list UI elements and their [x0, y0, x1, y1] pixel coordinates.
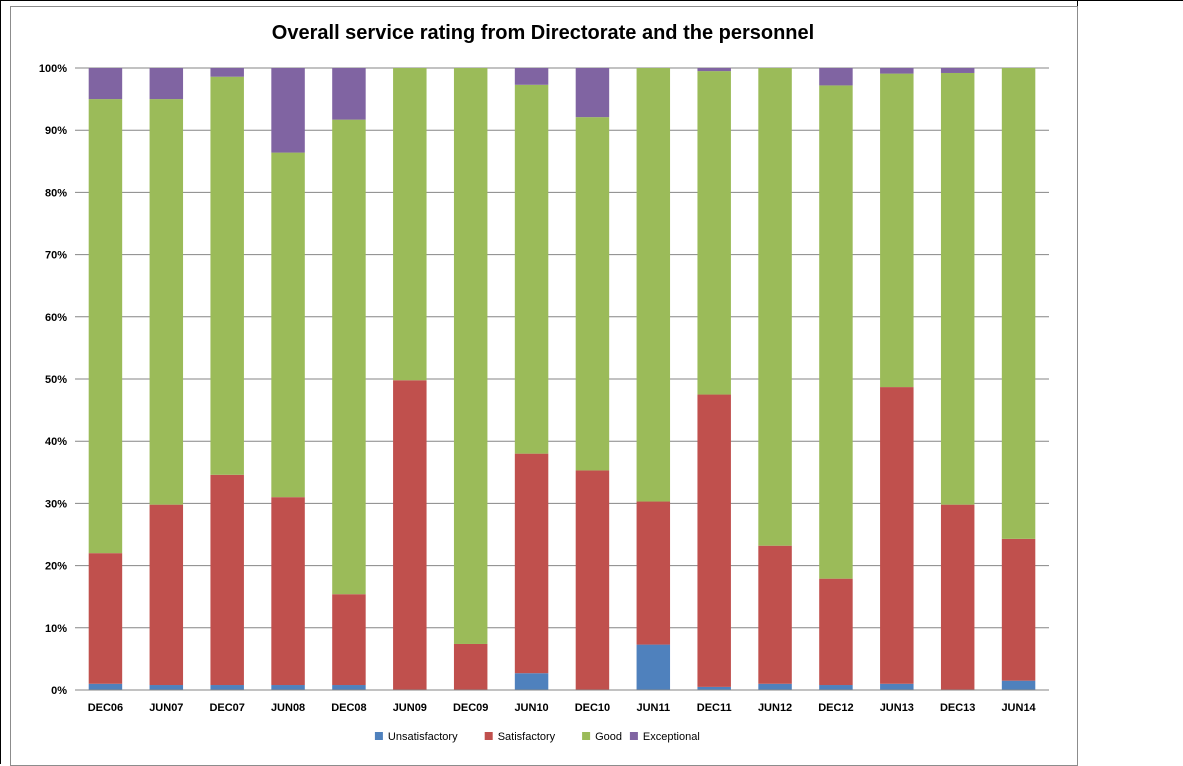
- bar-segment-exceptional: [697, 68, 731, 72]
- bar-segment-good: [636, 68, 671, 502]
- stacked-bar-chart: Overall service rating from Directorate …: [39, 22, 1049, 743]
- bar-segment-good: [210, 76, 244, 475]
- y-tick-label: 10%: [45, 623, 67, 635]
- bar-segment-exceptional: [514, 68, 549, 85]
- x-tick-label: DEC08: [331, 702, 366, 714]
- x-tick-label: JUN13: [880, 702, 914, 714]
- y-tick-label: 30%: [45, 498, 67, 510]
- bar-segment-good: [514, 84, 549, 454]
- bar-segment-satisfactory: [819, 578, 853, 686]
- y-tick-label: 0%: [51, 685, 67, 697]
- legend-label: Satisfactory: [498, 731, 556, 743]
- legend-swatch: [629, 732, 638, 740]
- bar-segment-satisfactory: [332, 594, 366, 686]
- bar-segment-good: [758, 68, 792, 546]
- x-axis: DEC06 JUN07 DEC07 JUN08 DEC08 JUN09 DEC09 JUN10…: [75, 689, 1049, 714]
- bar-segment-satisfactory: [636, 501, 671, 645]
- x-tick-label: JUN08: [271, 702, 305, 714]
- bar-segment-satisfactory: [393, 380, 427, 690]
- legend-swatch: [484, 732, 493, 740]
- bar-segment-satisfactory: [453, 643, 488, 690]
- chart-area: Overall service rating from Directorate …: [10, 6, 1078, 766]
- x-tick-label: JUN07: [149, 702, 183, 714]
- x-tick-label: DEC12: [818, 702, 853, 714]
- y-tick-label: 80%: [45, 187, 67, 199]
- chart-title: Overall service rating from Directorate …: [272, 22, 814, 44]
- top-rule: [1077, 0, 1183, 1]
- bar-segment-exceptional: [880, 68, 914, 74]
- bar-segment-satisfactory: [271, 497, 305, 686]
- legend: Unsatisfactory Satisfactory Good Exceptiona…: [374, 731, 700, 743]
- legend-swatch: [374, 732, 383, 740]
- bar-segment-satisfactory: [880, 387, 914, 684]
- bar-segment-satisfactory: [940, 504, 975, 690]
- y-tick-label: 90%: [45, 125, 67, 137]
- y-tick-label: 40%: [45, 436, 67, 448]
- bar-segment-good: [88, 99, 123, 554]
- bar-segment-satisfactory: [1001, 538, 1036, 681]
- bar-segment-good: [940, 72, 975, 505]
- bar-segment-good: [697, 71, 731, 395]
- bar-segment-good: [453, 68, 488, 644]
- y-tick-label: 60%: [45, 312, 67, 324]
- bar-segment-unsatisfactory: [210, 685, 244, 690]
- legend-label: Exceptional: [643, 731, 700, 743]
- bar-segment-exceptional: [940, 68, 975, 73]
- x-tick-label: DEC13: [940, 702, 975, 714]
- bar-segment-good: [880, 73, 914, 388]
- bar-segment-satisfactory: [210, 474, 244, 686]
- bar-segment-satisfactory: [88, 553, 123, 684]
- bar-segment-exceptional: [575, 68, 610, 118]
- bar-segment-good: [819, 85, 853, 579]
- bars: [88, 68, 1036, 690]
- bar-segment-unsatisfactory: [697, 686, 731, 690]
- x-tick-label: DEC10: [575, 702, 610, 714]
- x-tick-label: DEC06: [88, 702, 123, 714]
- bar-segment-exceptional: [819, 68, 853, 86]
- x-tick-label: JUN11: [636, 702, 670, 714]
- bar-segment-unsatisfactory: [514, 673, 549, 690]
- legend-label: Unsatisfactory: [388, 731, 458, 743]
- x-tick-label: JUN14: [1001, 702, 1036, 714]
- bar-segment-good: [575, 117, 610, 471]
- bar-segment-unsatisfactory: [636, 644, 671, 690]
- bar-segment-satisfactory: [575, 470, 610, 690]
- x-tick-label: DEC07: [209, 702, 244, 714]
- y-axis: 0% 10% 20% 30% 40% 50% 60% 70% 80% 90% 100%: [39, 63, 67, 697]
- legend-label: Good: [595, 731, 622, 743]
- x-tick-label: DEC09: [453, 702, 488, 714]
- bar-segment-good: [332, 119, 366, 595]
- bar-segment-satisfactory: [758, 545, 792, 684]
- y-tick-label: 50%: [45, 374, 67, 386]
- bar-segment-exceptional: [149, 68, 184, 100]
- bar-segment-unsatisfactory: [880, 683, 914, 690]
- bar-segment-exceptional: [332, 68, 366, 120]
- bar-segment-satisfactory: [697, 394, 731, 687]
- y-tick-label: 20%: [45, 561, 67, 573]
- bar-segment-unsatisfactory: [819, 685, 853, 690]
- bar-segment-unsatisfactory: [758, 683, 792, 690]
- bar-segment-good: [1001, 68, 1036, 539]
- x-tick-label: JUN09: [393, 702, 427, 714]
- bar-segment-unsatisfactory: [149, 685, 184, 690]
- bar-segment-exceptional: [210, 68, 244, 77]
- legend-swatch: [582, 732, 591, 740]
- bar-segment-unsatisfactory: [271, 685, 305, 690]
- x-tick-label: JUN12: [758, 702, 792, 714]
- bar-segment-unsatisfactory: [88, 683, 123, 690]
- bar-segment-satisfactory: [149, 504, 184, 686]
- bar-segment-good: [149, 99, 184, 505]
- bar-segment-unsatisfactory: [332, 685, 366, 690]
- bar-segment-good: [271, 152, 305, 498]
- bar-segment-exceptional: [271, 68, 305, 153]
- bar-segment-unsatisfactory: [1001, 680, 1036, 690]
- x-tick-label: JUN10: [514, 702, 548, 714]
- bar-segment-good: [393, 68, 427, 381]
- y-tick-label: 70%: [45, 250, 67, 262]
- bar-segment-exceptional: [88, 68, 123, 100]
- x-tick-label: DEC11: [697, 702, 732, 714]
- bar-segment-satisfactory: [514, 453, 549, 674]
- y-tick-label: 100%: [39, 63, 67, 75]
